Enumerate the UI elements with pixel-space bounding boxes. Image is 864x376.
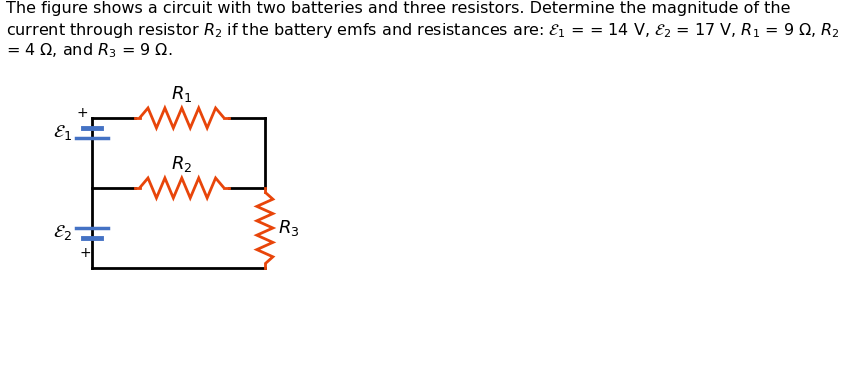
Text: $\mathcal{E}_2$: $\mathcal{E}_2$ (54, 223, 73, 243)
Text: = 4 $\Omega$, and $R_3$ = 9 $\Omega$.: = 4 $\Omega$, and $R_3$ = 9 $\Omega$. (6, 41, 173, 60)
Text: current through resistor $R_2$ if the battery emfs and resistances are: $\mathca: current through resistor $R_2$ if the ba… (6, 21, 841, 40)
Text: $R_2$: $R_2$ (171, 154, 193, 174)
Text: The figure shows a circuit with two batteries and three resistors. Determine the: The figure shows a circuit with two batt… (6, 1, 791, 16)
Text: $R_3$: $R_3$ (277, 218, 299, 238)
Text: $\mathcal{E}_1$: $\mathcal{E}_1$ (54, 123, 73, 143)
Text: +: + (79, 246, 91, 260)
Text: $R_1$: $R_1$ (171, 84, 193, 104)
Text: +: + (76, 106, 87, 120)
